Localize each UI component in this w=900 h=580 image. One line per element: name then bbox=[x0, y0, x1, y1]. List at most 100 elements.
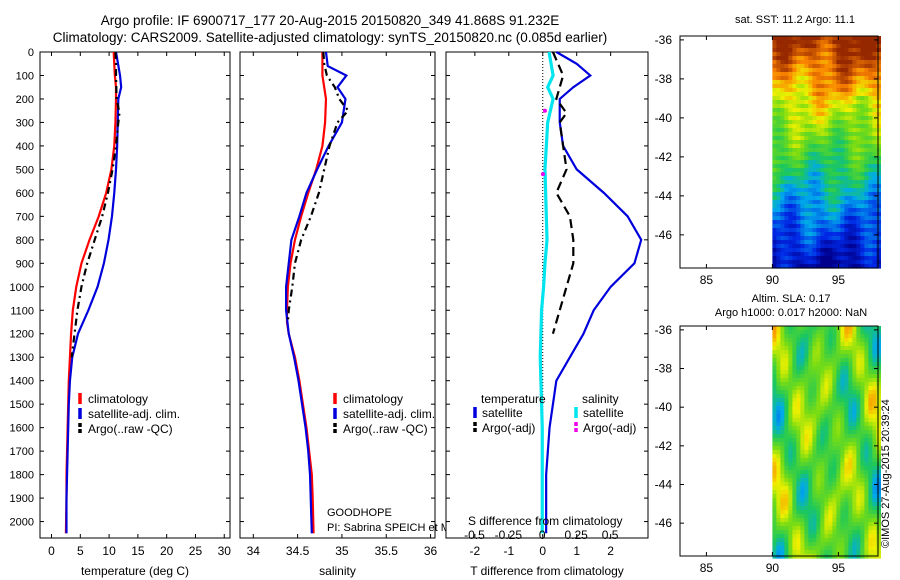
heatmap-cell bbox=[868, 442, 873, 447]
heatmap-cell bbox=[840, 48, 845, 53]
heatmap-cell bbox=[776, 176, 781, 181]
heatmap-cell bbox=[876, 326, 881, 331]
heatmap-cell bbox=[872, 522, 877, 527]
heatmap-cell bbox=[812, 92, 817, 97]
heatmap-cell bbox=[800, 522, 805, 527]
heatmap-cell bbox=[772, 534, 777, 539]
heatmap-cell bbox=[840, 56, 845, 61]
heatmap-cell bbox=[876, 148, 881, 153]
heatmap-cell bbox=[840, 120, 845, 125]
heatmap-cell bbox=[784, 108, 789, 113]
heatmap-cell bbox=[824, 208, 829, 213]
heatmap-cell bbox=[868, 172, 873, 177]
heatmap-cell bbox=[804, 128, 809, 133]
heatmap-cell bbox=[832, 116, 837, 121]
heatmap-cell bbox=[784, 68, 789, 73]
heatmap-cell bbox=[792, 398, 797, 403]
heatmap-cell bbox=[772, 434, 777, 439]
x-tick-label: 5 bbox=[77, 544, 84, 558]
heatmap-cell bbox=[812, 478, 817, 483]
heatmap-cell bbox=[792, 542, 797, 547]
heatmap-cell bbox=[816, 200, 821, 205]
heatmap-cell bbox=[792, 470, 797, 475]
heatmap-cell bbox=[808, 342, 813, 347]
heatmap-cell bbox=[784, 116, 789, 121]
heatmap-cell bbox=[864, 96, 869, 101]
heatmap-cell bbox=[860, 160, 865, 165]
heatmap-cell bbox=[820, 216, 825, 221]
heatmap-cell bbox=[816, 366, 821, 371]
heatmap-cell bbox=[824, 466, 829, 471]
heatmap-cell bbox=[848, 350, 853, 355]
heatmap-cell bbox=[876, 510, 881, 515]
heatmap-cell bbox=[824, 76, 829, 81]
heatmap-cell bbox=[876, 108, 881, 113]
heatmap-cell bbox=[784, 430, 789, 435]
map-frame bbox=[679, 35, 879, 269]
heatmap-cell bbox=[828, 264, 833, 269]
heatmap-cell bbox=[792, 120, 797, 125]
heatmap-cell bbox=[820, 494, 825, 499]
heatmap-cell bbox=[816, 346, 821, 351]
heatmap-cell bbox=[820, 84, 825, 89]
map-x-tick-label: 90 bbox=[766, 273, 780, 287]
heatmap-cell bbox=[840, 176, 845, 181]
heatmap-cell bbox=[808, 124, 813, 129]
heatmap-cell bbox=[776, 338, 781, 343]
heatmap-cell bbox=[784, 148, 789, 153]
heatmap-cell bbox=[848, 160, 853, 165]
heatmap-cell bbox=[816, 494, 821, 499]
heatmap-cell bbox=[792, 382, 797, 387]
heatmap-cell bbox=[804, 518, 809, 523]
heatmap-cell bbox=[816, 72, 821, 77]
heatmap-cell bbox=[856, 232, 861, 237]
heatmap-cell bbox=[868, 502, 873, 507]
heatmap-cell bbox=[848, 128, 853, 133]
heatmap-cell bbox=[808, 148, 813, 153]
heatmap-cell bbox=[844, 264, 849, 269]
heatmap-cell bbox=[800, 362, 805, 367]
heatmap-cell bbox=[800, 200, 805, 205]
heatmap-cell bbox=[872, 542, 877, 547]
heatmap-cell bbox=[796, 80, 801, 85]
heatmap-cell bbox=[868, 390, 873, 395]
heatmap-cell bbox=[776, 48, 781, 53]
heatmap-cell bbox=[772, 120, 777, 125]
heatmap-cell bbox=[800, 220, 805, 225]
heatmap-cell bbox=[836, 192, 841, 197]
heatmap-cell bbox=[840, 196, 845, 201]
heatmap-cell bbox=[836, 220, 841, 225]
heatmap-cell bbox=[796, 220, 801, 225]
heatmap-cell bbox=[824, 366, 829, 371]
heatmap-cell bbox=[812, 530, 817, 535]
heatmap-cell bbox=[820, 346, 825, 351]
heatmap-cell bbox=[792, 390, 797, 395]
heatmap-cell bbox=[836, 362, 841, 367]
heatmap-cell bbox=[832, 224, 837, 229]
heatmap-cell bbox=[772, 446, 777, 451]
heatmap-cell bbox=[828, 68, 833, 73]
heatmap-cell bbox=[816, 240, 821, 245]
heatmap-cell bbox=[876, 406, 881, 411]
heatmap-cell bbox=[872, 176, 877, 181]
heatmap-cell bbox=[840, 414, 845, 419]
heatmap-cell bbox=[828, 180, 833, 185]
heatmap-cell bbox=[828, 64, 833, 69]
heatmap-cell bbox=[876, 176, 881, 181]
heatmap-cell bbox=[848, 514, 853, 519]
heatmap-cell bbox=[800, 418, 805, 423]
heatmap-cell bbox=[876, 430, 881, 435]
heatmap-cell bbox=[820, 526, 825, 531]
heatmap-cell bbox=[832, 100, 837, 105]
heatmap-cell bbox=[792, 522, 797, 527]
heatmap-cell bbox=[828, 232, 833, 237]
heatmap-cell bbox=[832, 326, 837, 331]
heatmap-cell bbox=[876, 470, 881, 475]
heatmap-cell bbox=[828, 196, 833, 201]
heatmap-cell bbox=[852, 442, 857, 447]
heatmap-cell bbox=[824, 470, 829, 475]
heatmap-cell bbox=[780, 442, 785, 447]
heatmap-cell bbox=[820, 48, 825, 53]
heatmap-cell bbox=[812, 494, 817, 499]
heatmap-cell bbox=[772, 224, 777, 229]
